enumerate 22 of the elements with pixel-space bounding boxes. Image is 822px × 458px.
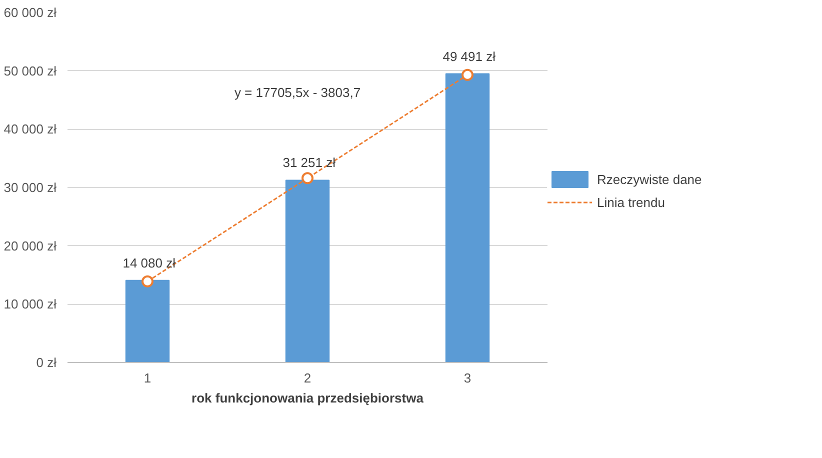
legend-label: Linia trendu	[597, 194, 665, 210]
bar	[445, 73, 490, 362]
annotation: y = 17705,5x - 3803,7	[234, 85, 361, 100]
y-tick-label: 50 000 zł	[4, 63, 57, 78]
legend-label: Rzeczywiste dane	[597, 172, 702, 186]
y-tick-label: 0 zł	[36, 355, 57, 370]
x-tick-label: 3	[464, 370, 472, 386]
data-label: 14 080 zł	[122, 255, 176, 270]
point	[142, 275, 154, 288]
y-tick-label: 60 000 zł	[4, 5, 57, 20]
point	[302, 172, 314, 184]
bar	[285, 180, 330, 362]
y-tick-label: 40 000 zł	[4, 122, 57, 137]
y-tick-label: 20 000 zł	[4, 238, 57, 254]
y-tick-label: 30 000 zł	[4, 180, 57, 195]
y-tick-label: 10 000 zł	[4, 296, 57, 312]
data-label: 49 491 zł	[442, 48, 496, 64]
x-axis-title: rok funkcjonowania przedsiębiorstwa	[192, 390, 424, 406]
bar	[125, 280, 170, 362]
x-tick-label: 2	[304, 370, 312, 386]
x-tick-label: 1	[144, 370, 152, 386]
point	[462, 68, 474, 81]
